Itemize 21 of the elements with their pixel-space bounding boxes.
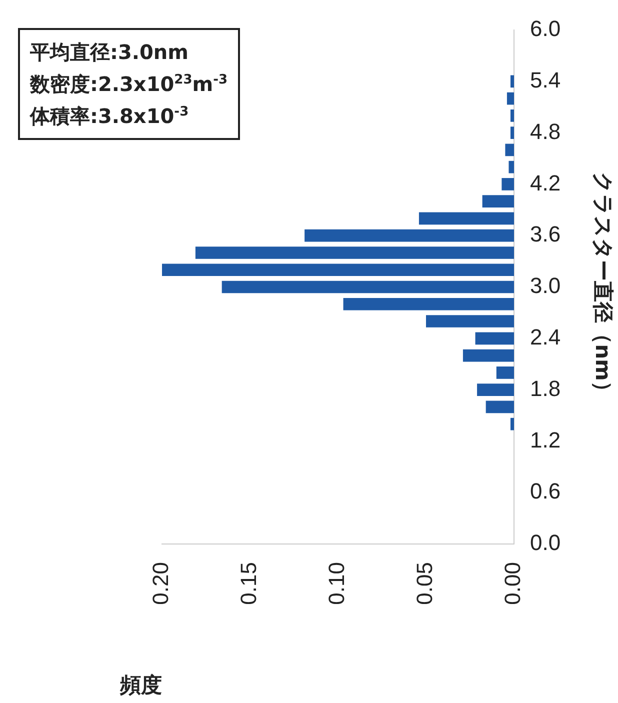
y-tick-label: 4.8 xyxy=(530,118,561,144)
y-tick-label: 3.0 xyxy=(530,273,561,298)
annotation: 体積率:3.8x10$^{-3}$ xyxy=(30,103,190,130)
annotation: 数密度:2.3x10$^{23}$m$^{-3}$ xyxy=(30,71,228,98)
x-tick-label: 0.15 xyxy=(236,562,262,605)
y-tick-label: 1.2 xyxy=(530,427,561,452)
y-tick-label: 1.8 xyxy=(530,376,561,401)
y-tick-label: 6.0 xyxy=(530,16,561,42)
y-tick-label: 4.2 xyxy=(530,170,561,196)
x-tick-label: 0.00 xyxy=(500,562,526,605)
y-axis-title: クラスター直径（nm） xyxy=(590,172,615,402)
y-tick-label: 0.6 xyxy=(530,478,561,504)
y-tick-label: 3.6 xyxy=(530,222,561,247)
annotation: 平均直径:3.0nm xyxy=(30,39,190,66)
x-tick-label: 0.10 xyxy=(324,562,350,605)
x-tick-label: 0.05 xyxy=(412,562,438,605)
x-tick-label: 0.20 xyxy=(148,562,174,605)
x-axis-title: 頻度 xyxy=(119,672,162,697)
y-tick-label: 5.4 xyxy=(530,67,561,92)
y-tick-label: 2.4 xyxy=(530,324,561,350)
y-tick-label: 0.0 xyxy=(530,530,561,556)
